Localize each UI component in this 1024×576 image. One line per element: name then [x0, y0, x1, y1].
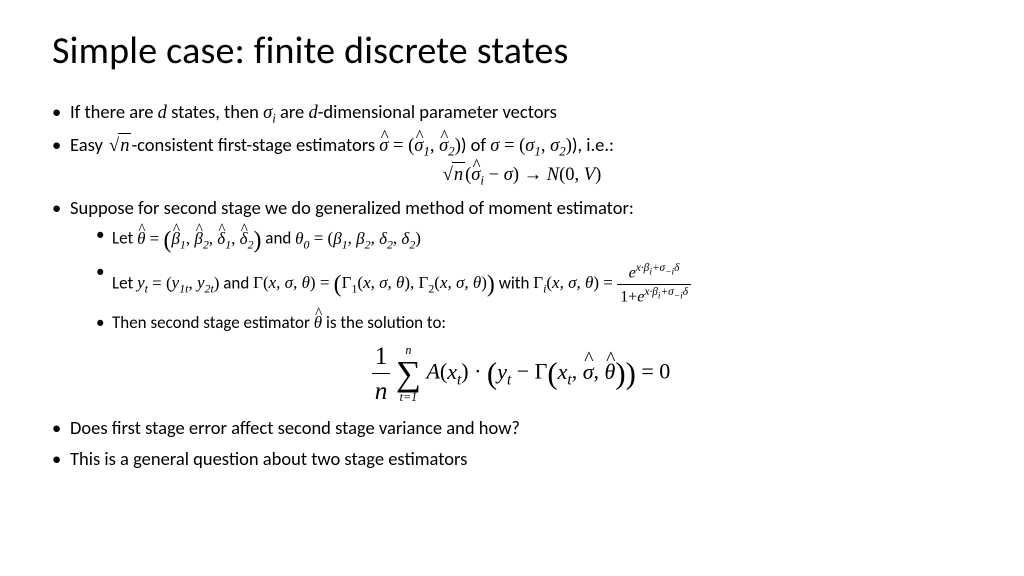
bullet-5: This is a general question about two sta… [52, 447, 972, 472]
bullet-4: Does first stage error affect second sta… [52, 416, 972, 441]
bullet-1: If there are d states, then σi are d-dim… [52, 100, 972, 127]
bullet-3: Suppose for second stage we do generaliz… [52, 196, 972, 409]
bullet-list: If there are d states, then σi are d-dim… [52, 100, 972, 472]
equation-1: n(σi − σ) → N(0, V) [70, 162, 972, 189]
sub-1: Let θ = (β1, β2, δ1, δ2) and θ0 = (β1, β… [96, 224, 972, 256]
sub-list: Let θ = (β1, β2, δ1, δ2) and θ0 = (β1, β… [96, 224, 972, 334]
sub-3: Then second stage estimator θ is the sol… [96, 312, 972, 335]
bullet-2: Easy n-consistent first-stage estimators… [52, 133, 972, 189]
page-title: Simple case: finite discrete states [52, 28, 972, 74]
equation-2: 1n n∑t=1 A(xt) · (yt − Γ(xt, σ, θ)) = 0 [70, 339, 972, 408]
sub-2: Let yt = (y1t, y2t) and Γ(x, σ, θ) = (Γ1… [96, 261, 972, 308]
slide: Simple case: finite discrete states If t… [0, 0, 1024, 576]
